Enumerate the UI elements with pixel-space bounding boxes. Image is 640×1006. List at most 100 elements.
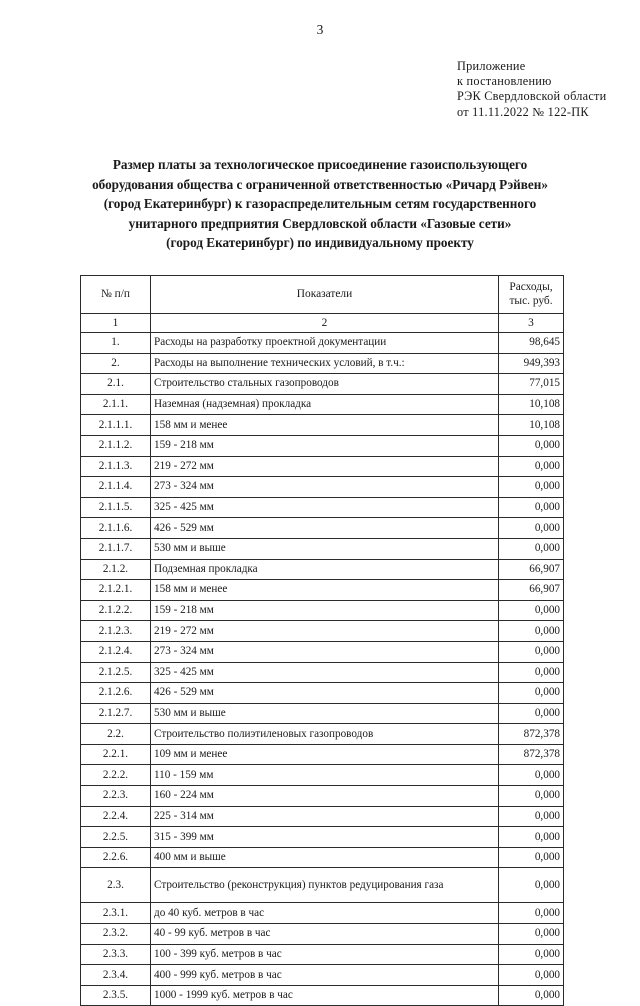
row-number-cell: 2.3.5. bbox=[80, 984, 151, 1006]
header-cell-indicator: Показатели bbox=[150, 275, 499, 314]
row-expense-cell: 0,000 bbox=[498, 805, 564, 828]
row-expense-cell: 0,000 bbox=[498, 476, 564, 498]
header-cell-number: № п/п bbox=[80, 275, 151, 314]
row-expense-cell: 0,000 bbox=[498, 517, 564, 539]
row-number-cell: 2.1.1.2. bbox=[80, 434, 151, 457]
row-indicator-cell: Строительство полиэтиленовых газопроводо… bbox=[150, 723, 499, 745]
row-number-cell: 2.2. bbox=[80, 723, 151, 745]
row-indicator-cell: Строительство стальных газопроводов bbox=[150, 373, 499, 395]
row-number-cell: 2.1. bbox=[80, 373, 151, 395]
row-indicator-cell: 273 - 324 мм bbox=[150, 640, 499, 663]
table-row: 2.1.2. Подземная прокладка 66,907 bbox=[80, 558, 564, 581]
row-indicator-cell: 325 - 425 мм bbox=[150, 496, 499, 519]
row-number-cell: 2.2.2. bbox=[80, 764, 151, 787]
row-indicator-cell: 100 - 399 куб. метров в час bbox=[150, 943, 499, 966]
row-number-cell: 2.2.5. bbox=[80, 826, 151, 848]
row-indicator-cell: 225 - 314 мм bbox=[150, 805, 499, 828]
row-number-cell: 2.1.1. bbox=[80, 393, 151, 416]
row-number-cell: 2.2.1. bbox=[80, 743, 151, 766]
row-indicator-cell: 400 - 999 куб. метров в час bbox=[150, 964, 499, 986]
appendix-line-1: Приложение bbox=[457, 59, 526, 73]
table-row: 2.1.1. Наземная (надземная) прокладка 10,1… bbox=[80, 393, 564, 416]
table-row: 2.3.4. 400 - 999 куб. метров в час 0,000 bbox=[80, 964, 564, 986]
table-row: 2.1.2.7. 530 мм и выше 0,000 bbox=[80, 702, 564, 725]
row-indicator-cell: 110 - 159 мм bbox=[150, 764, 499, 787]
table-row: 2.1.1.7. 530 мм и выше 0,000 bbox=[80, 537, 564, 560]
tariff-table-container: № п/п Показатели Расходы, тыс. руб. 1 2 … bbox=[80, 275, 564, 1006]
header-expenses-line-2: тыс. руб. bbox=[509, 294, 553, 307]
table-row: 2.2.1. 109 мм и менее 872,378 bbox=[80, 743, 564, 766]
tariff-table: № п/п Показатели Расходы, тыс. руб. 1 2 … bbox=[80, 275, 564, 1006]
row-expense-cell: 0,000 bbox=[498, 846, 564, 869]
row-expense-cell: 77,015 bbox=[498, 373, 564, 395]
table-row: 2.2.4. 225 - 314 мм 0,000 bbox=[80, 805, 564, 828]
row-expense-cell: 0,000 bbox=[498, 785, 564, 807]
table-row: 2.2. Строительство полиэтиленовых газопро… bbox=[80, 723, 564, 745]
row-indicator-cell: 160 - 224 мм bbox=[150, 785, 499, 807]
row-expense-cell: 0,000 bbox=[498, 764, 564, 787]
page-number: 3 bbox=[316, 22, 324, 37]
row-number-cell: 2.1.2.5. bbox=[80, 661, 151, 684]
row-indicator-cell: Расходы на выполнение технических услови… bbox=[150, 352, 499, 375]
table-row: 2.3.5. 1000 - 1999 куб. метров в час 0,000 bbox=[80, 984, 564, 1006]
row-indicator-cell: 530 мм и выше bbox=[150, 537, 499, 560]
row-number-cell: 2.1.2.2. bbox=[80, 599, 151, 622]
row-number-cell: 2.3.1. bbox=[80, 902, 151, 925]
row-expense-cell: 10,108 bbox=[498, 414, 564, 436]
row-expense-cell: 0,000 bbox=[498, 496, 564, 519]
table-row: 2.3. Строительство (реконструкция) пункто… bbox=[80, 867, 564, 904]
header-expenses-line-1: Расходы, bbox=[509, 281, 553, 294]
row-number-cell: 2.1.1.6. bbox=[80, 517, 151, 539]
table-header: № п/п Показатели Расходы, тыс. руб. 1 2 … bbox=[80, 275, 564, 333]
row-expense-cell: 66,907 bbox=[498, 558, 564, 581]
table-row: 2.3.3. 100 - 399 куб. метров в час 0,000 bbox=[80, 943, 564, 966]
row-number-cell: 2.1.2.1. bbox=[80, 579, 151, 601]
row-expense-cell: 0,000 bbox=[498, 682, 564, 704]
table-row: 2.1.2.4. 273 - 324 мм 0,000 bbox=[80, 640, 564, 663]
table-row: 2.1.1.3. 219 - 272 мм 0,000 bbox=[80, 455, 564, 478]
row-number-cell: 2.1.2. bbox=[80, 558, 151, 581]
row-number-cell: 1. bbox=[80, 332, 151, 354]
row-expense-cell: 0,000 bbox=[498, 599, 564, 622]
row-indicator-cell: 315 - 399 мм bbox=[150, 826, 499, 848]
row-indicator-cell: 159 - 218 мм bbox=[150, 434, 499, 457]
column-index-1: 1 bbox=[80, 313, 151, 333]
title-line-1: Размер платы за технологическое присоеди… bbox=[112, 157, 528, 172]
column-index-row: 1 2 3 bbox=[80, 313, 564, 333]
row-indicator-cell: 159 - 218 мм bbox=[150, 599, 499, 622]
row-expense-cell: 0,000 bbox=[498, 434, 564, 457]
table-row: 2.1.2.2. 159 - 218 мм 0,000 bbox=[80, 599, 564, 622]
document-page: 3 Приложение к постановлению РЭК Свердло… bbox=[60, 22, 606, 1006]
table-row: 2.1.1.1. 158 мм и менее 10,108 bbox=[80, 414, 564, 436]
row-expense-cell: 98,645 bbox=[498, 332, 564, 354]
row-number-cell: 2.2.3. bbox=[80, 785, 151, 807]
row-expense-cell: 0,000 bbox=[498, 826, 564, 848]
header-cell-expenses: Расходы, тыс. руб. bbox=[498, 275, 564, 314]
row-indicator-cell: 530 мм и выше bbox=[150, 702, 499, 725]
row-expense-cell: 0,000 bbox=[498, 867, 564, 904]
row-expense-cell: 949,393 bbox=[498, 352, 564, 375]
row-number-cell: 2.1.2.6. bbox=[80, 682, 151, 704]
row-indicator-cell: 426 - 529 мм bbox=[150, 517, 499, 539]
row-expense-cell: 0,000 bbox=[498, 984, 564, 1006]
row-indicator-cell: 273 - 324 мм bbox=[150, 476, 499, 498]
table-row: 2.1.1.4. 273 - 324 мм 0,000 bbox=[80, 476, 564, 498]
row-indicator-cell: Расходы на разработку проектной документ… bbox=[150, 332, 499, 354]
row-indicator-cell: Строительство (реконструкция) пунктов ре… bbox=[150, 867, 499, 904]
appendix-line-2: к постановлению bbox=[457, 74, 552, 89]
row-expense-cell: 0,000 bbox=[498, 964, 564, 986]
row-indicator-cell: 40 - 99 куб. метров в час bbox=[150, 923, 499, 945]
row-expense-cell: 872,378 bbox=[498, 723, 564, 745]
row-indicator-cell: 219 - 272 мм bbox=[150, 620, 499, 642]
row-indicator-cell: 325 - 425 мм bbox=[150, 661, 499, 684]
row-expense-cell: 0,000 bbox=[498, 455, 564, 478]
column-index-3: 3 bbox=[498, 313, 564, 333]
table-row: 2.1.1.5. 325 - 425 мм 0,000 bbox=[80, 496, 564, 519]
table-row: 2.2.2. 110 - 159 мм 0,000 bbox=[80, 764, 564, 787]
row-expense-cell: 0,000 bbox=[498, 923, 564, 945]
row-indicator-cell: 158 мм и менее bbox=[150, 414, 499, 436]
table-row: 2.1.2.6. 426 - 529 мм 0,000 bbox=[80, 682, 564, 704]
table-row: 2.1.1.2. 159 - 218 мм 0,000 bbox=[80, 434, 564, 457]
table-row: 2. Расходы на выполнение технических усло… bbox=[80, 352, 564, 375]
document-title: Размер платы за технологическое присоеди… bbox=[60, 155, 580, 253]
